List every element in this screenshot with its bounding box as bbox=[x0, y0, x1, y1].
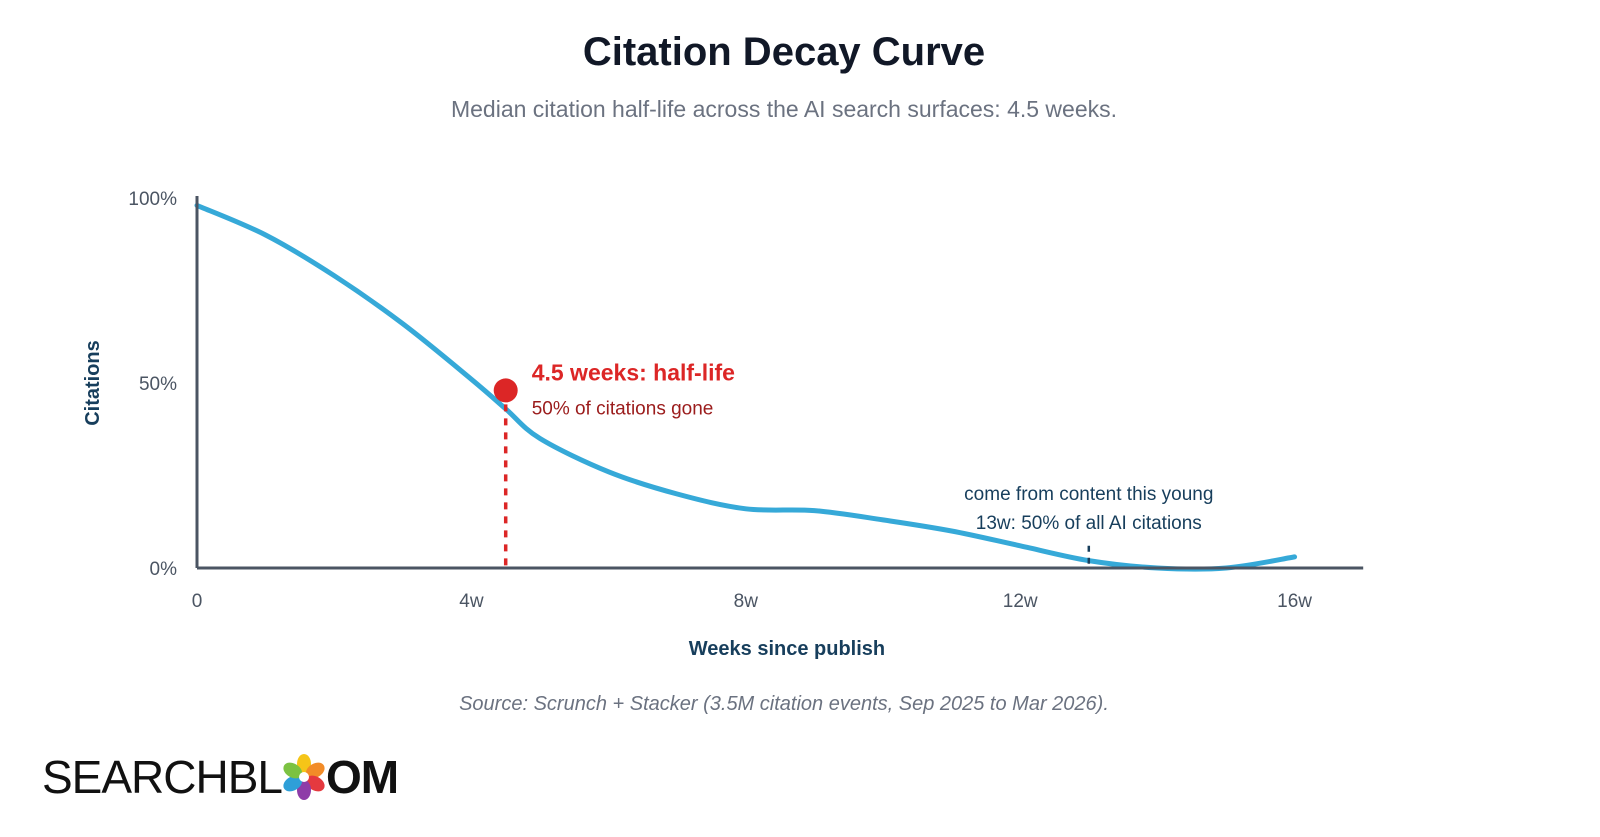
x-tick-labels: 0 4w 8w 12w 16w bbox=[192, 591, 1313, 612]
y-tick-labels: 0% 50% 100% bbox=[128, 189, 177, 580]
y-tick-label: 100% bbox=[128, 189, 177, 210]
halflife-annotation-title: 4.5 weeks: half-life bbox=[532, 359, 735, 385]
series-line bbox=[194, 202, 1298, 572]
decay-chart: 0 4w 8w 12w 16w 0% 50% 100% Weeks since publis… bbox=[82, 189, 1364, 660]
x-tick-label: 16w bbox=[1277, 591, 1312, 612]
week13-annotation-line1: come from content this young bbox=[964, 484, 1213, 505]
searchbloom-logo: SEARCHBL OM bbox=[42, 751, 399, 803]
x-tick-label: 0 bbox=[192, 591, 203, 612]
logo-text-left: SEARCHBL bbox=[42, 751, 283, 803]
y-tick-label: 0% bbox=[150, 559, 178, 580]
x-tick-label: 4w bbox=[459, 591, 484, 612]
chart-subtitle: Median citation half-life across the AI … bbox=[450, 96, 1118, 122]
x-tick-label: 12w bbox=[1003, 591, 1038, 612]
y-tick-label: 50% bbox=[139, 374, 177, 395]
source-note: Source: Scrunch + Stacker (3.5M citation… bbox=[459, 693, 1109, 715]
x-tick-label: 8w bbox=[734, 591, 759, 612]
flower-icon bbox=[283, 754, 325, 800]
week13-annotation-line2: 13w: 50% of all AI citations bbox=[976, 513, 1202, 534]
x-axis-label: Weeks since publish bbox=[689, 638, 885, 660]
chart-title: Citation Decay Curve bbox=[582, 30, 986, 74]
y-axis-label: Citations bbox=[82, 340, 104, 426]
halflife-marker bbox=[493, 378, 518, 403]
logo-text-right: OM bbox=[325, 751, 399, 803]
halflife-annotation-subtitle: 50% of citations gone bbox=[532, 398, 714, 419]
